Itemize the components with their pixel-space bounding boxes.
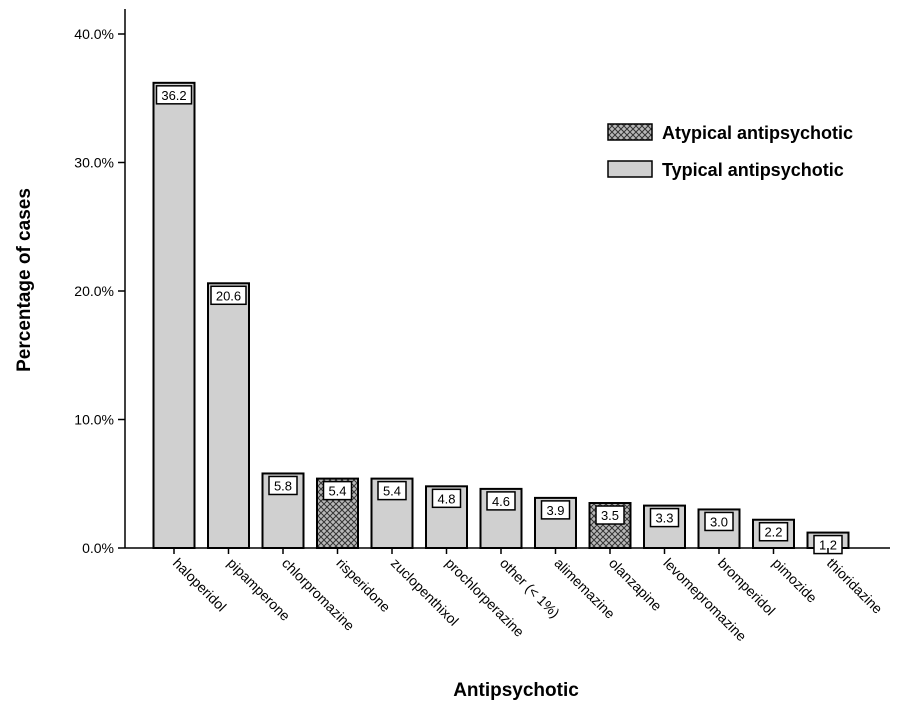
legend-label-atypical: Atypical antipsychotic — [662, 123, 853, 143]
data-label-box — [540, 500, 571, 520]
data-label: 2.2 — [764, 525, 782, 540]
data-label-box — [649, 507, 680, 528]
legend-swatch-typical — [607, 160, 653, 178]
data-label: 3.0 — [710, 514, 728, 529]
data-label-box — [210, 285, 247, 306]
x-axis-title: Antipsychotic — [453, 680, 579, 701]
data-label: 3.9 — [546, 503, 564, 518]
y-tick-label: 10.0% — [74, 412, 114, 428]
data-label: 3.3 — [655, 511, 673, 526]
data-label: 4.6 — [492, 494, 510, 509]
legend: Atypical antipsychotic Typical antipsych… — [607, 123, 853, 180]
data-label-box — [155, 85, 193, 105]
y-tick-label: 20.0% — [74, 283, 114, 299]
data-label: 1.2 — [819, 538, 837, 553]
data-label-box — [704, 511, 734, 532]
y-tick-label: 0.0% — [82, 540, 114, 556]
bar-haloperidol — [152, 81, 196, 550]
data-label: 5.4 — [328, 484, 346, 499]
bars: 36.2 20.6 5.8 5.4 5.4 4.8 4.6 3.9 3.5 3.3 3.0 2.2 1.… — [152, 81, 850, 555]
y-axis-title: Percentage of cases — [14, 188, 35, 372]
legend-swatch-atypical — [607, 123, 653, 141]
legend-label-typical: Typical antipsychotic — [662, 160, 844, 180]
data-label: 3.5 — [601, 508, 619, 523]
data-label: 4.8 — [437, 491, 455, 506]
data-label-box — [595, 505, 625, 525]
category-label: pimozide — [769, 555, 820, 606]
category-label: thioridazine — [824, 555, 886, 617]
data-label-box — [486, 491, 516, 511]
bar-pipamperone — [207, 282, 250, 549]
data-label: 5.4 — [383, 484, 401, 499]
data-label-box — [268, 475, 298, 496]
data-label-box — [431, 488, 462, 509]
data-label: 36.2 — [161, 88, 186, 103]
category-label: olanzapine — [606, 555, 665, 614]
data-label-box — [377, 480, 407, 501]
y-tick-label: 40.0% — [74, 26, 114, 42]
data-label-box — [322, 480, 353, 501]
data-label: 20.6 — [216, 288, 241, 303]
data-label: 5.8 — [274, 478, 292, 493]
category-labels: haloperidolpipamperonechlorpromazinerisp… — [170, 548, 886, 644]
data-label-box — [758, 521, 789, 542]
y-tick-label: 30.0% — [74, 155, 114, 171]
category-label: haloperidol — [170, 555, 230, 615]
axes: 0.0% 10.0% 20.0% 30.0% 40.0% — [74, 9, 890, 556]
